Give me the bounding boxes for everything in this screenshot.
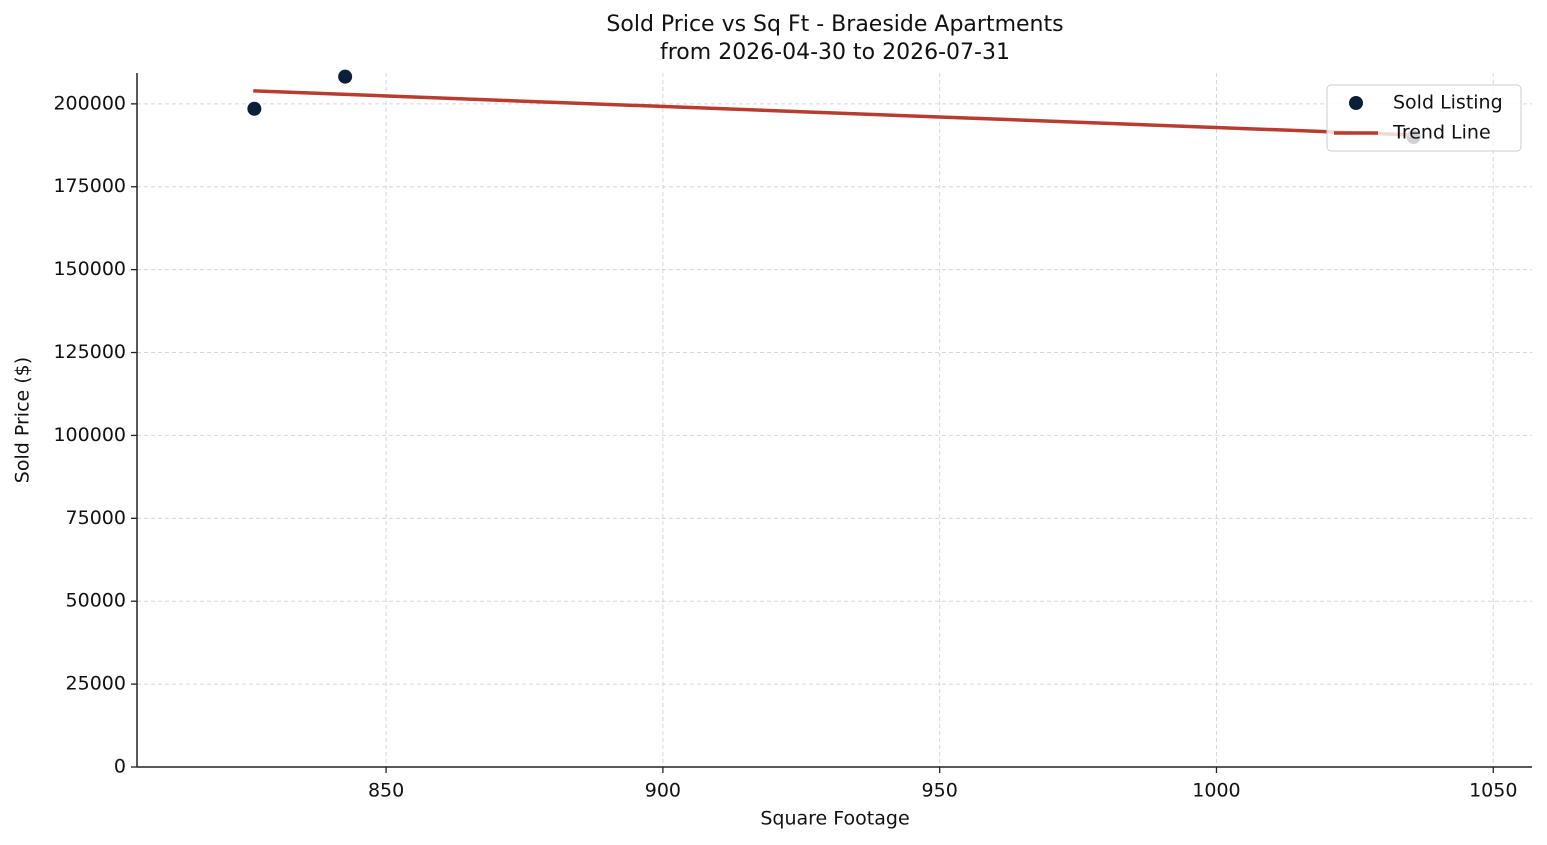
- trend-line: [253, 89, 1414, 137]
- legend-label: Sold Listing: [1393, 92, 1503, 114]
- y-tick-label: 125000: [53, 341, 126, 363]
- x-tick-label: 1050: [1469, 780, 1517, 802]
- x-axis-label: Square Footage: [760, 808, 909, 830]
- y-tick-label: 0: [114, 756, 126, 778]
- x-tick-label: 950: [922, 780, 958, 802]
- y-tick-label: 100000: [53, 424, 126, 446]
- point: [338, 69, 353, 84]
- legend-label: Trend Line: [1392, 122, 1491, 144]
- y-tick-label: 75000: [66, 507, 126, 529]
- y-tick-label: 25000: [66, 673, 126, 695]
- chart-title: Sold Price vs Sq Ft - Braeside Apartment…: [606, 12, 1063, 37]
- x-tick-label: 1000: [1192, 780, 1240, 802]
- x-tick-label: 850: [368, 780, 404, 802]
- legend-marker: [1349, 96, 1363, 110]
- y-tick-label: 50000: [66, 590, 126, 612]
- y-tick-label: 200000: [53, 92, 126, 114]
- point: [247, 101, 262, 116]
- x-tick-label: 900: [645, 780, 681, 802]
- chart-subtitle: from 2026-04-30 to 2026-07-31: [660, 40, 1010, 65]
- y-tick-label: 175000: [53, 175, 126, 197]
- y-tick-label: 150000: [53, 258, 126, 280]
- y-axis-label: Sold Price ($): [12, 357, 34, 483]
